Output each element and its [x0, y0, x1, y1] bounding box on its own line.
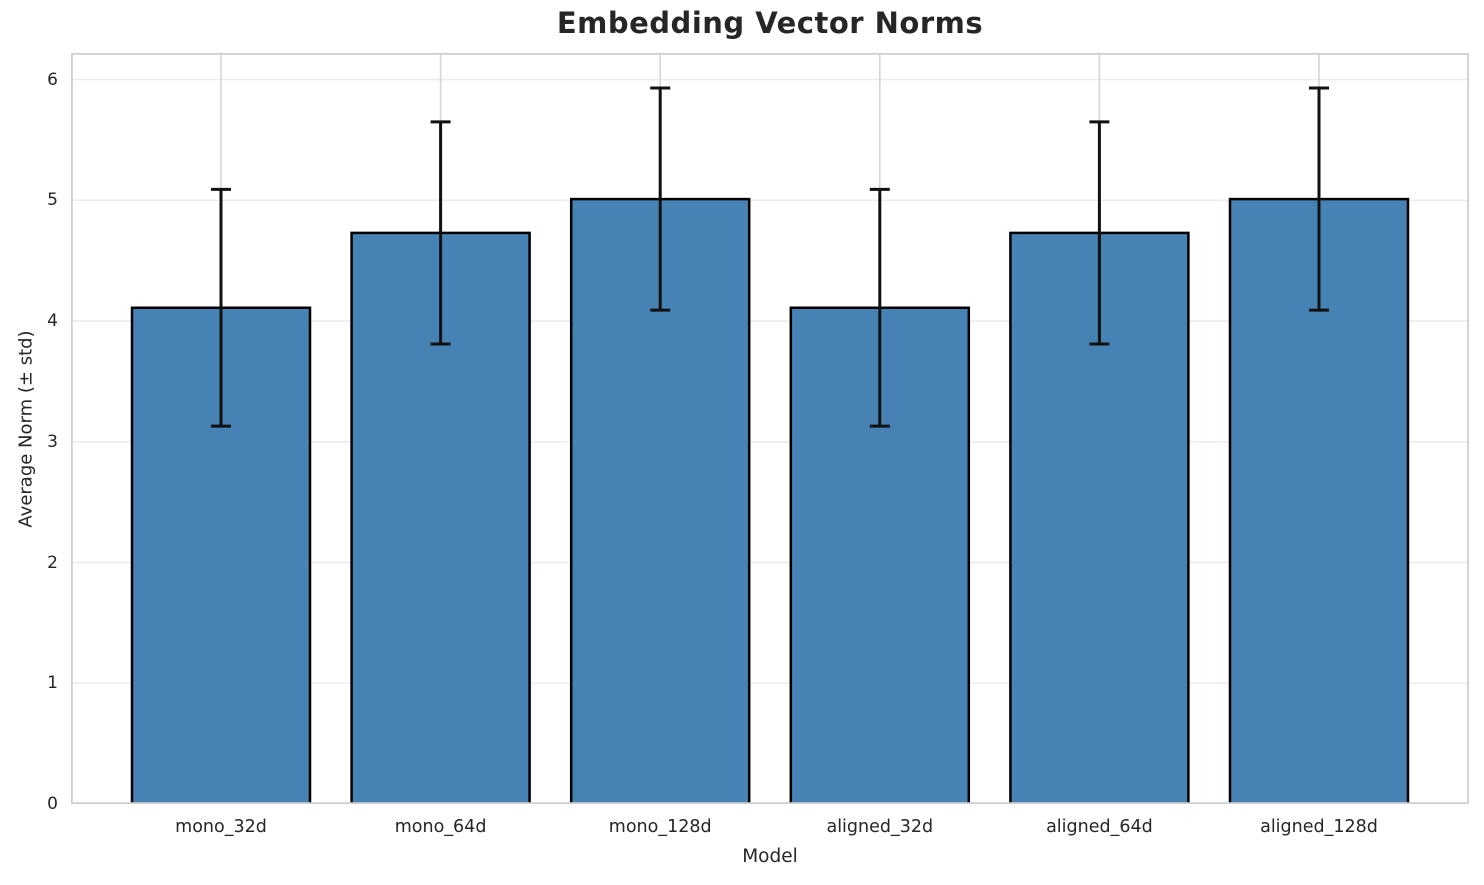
- ytick-label-6: 6: [47, 69, 58, 90]
- x-axis-ticks: mono_32d mono_64d mono_128d aligned_32d alig…: [71, 814, 1469, 842]
- y-axis-ticks: 0 1 2 3 4 5 6: [0, 53, 58, 814]
- plot-spines: [71, 53, 1469, 804]
- ytick-label-3: 3: [47, 431, 58, 452]
- ytick-label-5: 5: [47, 190, 58, 211]
- xtick-label-aligned_128d: aligned_128d: [1260, 817, 1378, 837]
- xtick-label-aligned_32d: aligned_32d: [826, 817, 934, 837]
- ytick-label-1: 1: [47, 673, 58, 694]
- xtick-label-mono_32d: mono_32d: [175, 817, 267, 837]
- ytick-label-0: 0: [47, 794, 58, 814]
- xtick-label-aligned_64d: aligned_64d: [1046, 817, 1153, 837]
- plot-area: [71, 53, 1469, 804]
- xtick-label-mono_128d: mono_128d: [608, 817, 712, 837]
- xtick-label-mono_64d: mono_64d: [394, 817, 487, 837]
- plot-svg: [71, 53, 1469, 804]
- ytick-label-4: 4: [47, 311, 58, 332]
- x-axis-label: Model: [742, 846, 798, 867]
- chart-title: Embedding Vector Norms: [556, 6, 984, 40]
- ytick-label-2: 2: [47, 552, 58, 573]
